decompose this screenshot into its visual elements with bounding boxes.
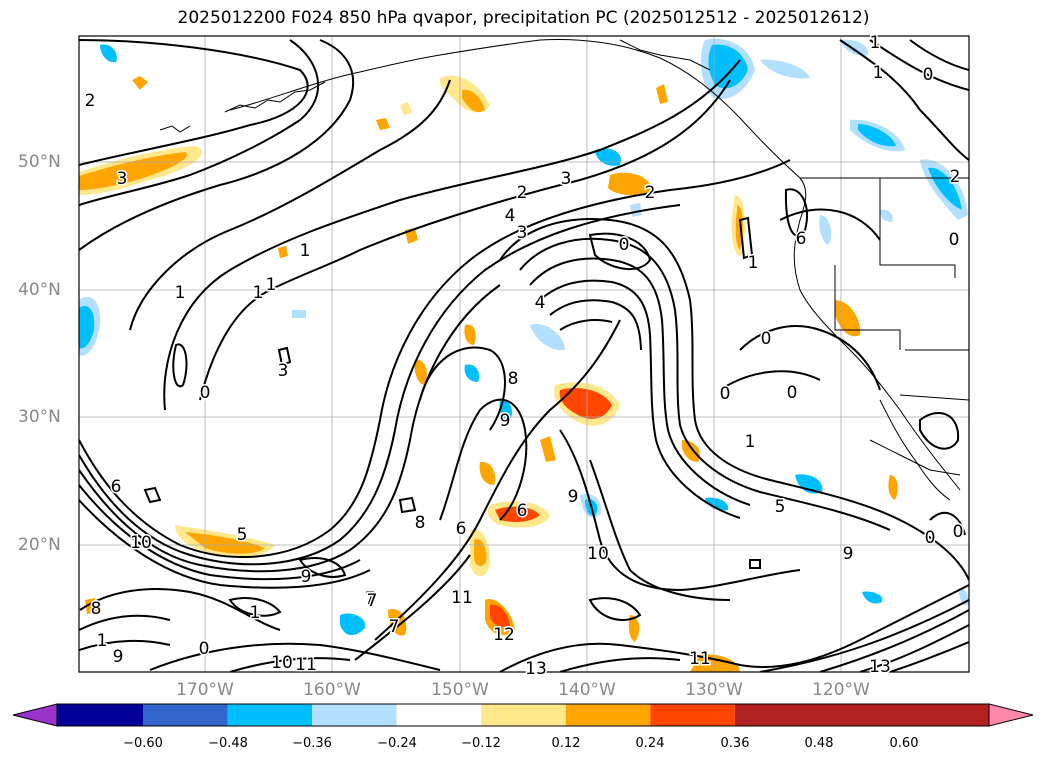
contour-label: 9	[301, 567, 312, 587]
qvapor-contours	[79, 39, 969, 672]
colorbar-tick-label: 0.36	[720, 736, 750, 751]
colorbar-segment	[143, 704, 228, 726]
colorbar-segment	[734, 704, 989, 726]
contour-label: 2	[85, 91, 96, 111]
contour-label: 0	[925, 528, 936, 548]
contour-label: 2	[950, 167, 961, 187]
colorbar-tick-label: 0.24	[635, 736, 665, 751]
contour-label: 10	[587, 544, 609, 564]
contour-label: 3	[117, 169, 128, 189]
contour-label: 0	[720, 384, 731, 404]
contour-label: 6	[456, 519, 467, 539]
contour-label: 4	[505, 206, 516, 226]
contour-label: 6	[517, 501, 528, 521]
contour-label: 10	[271, 653, 293, 673]
contour-label: 2	[517, 183, 528, 203]
map-title: 2025012200 F024 850 hPa qvapor, precipit…	[177, 8, 870, 28]
colorbar-segment	[565, 704, 651, 726]
colorbar-tick-label: −0.12	[461, 736, 501, 751]
colorbar-extend-high	[988, 703, 1034, 727]
colorbar-segment	[312, 704, 397, 726]
colorbar-outline	[56, 703, 990, 727]
lon-label-170w: 170°W	[176, 680, 234, 700]
colorbar-tick-label: 0.48	[804, 736, 834, 751]
contour-label: 3	[517, 223, 528, 243]
lat-label-50n: 50°N	[18, 152, 61, 172]
contour-label: 11	[689, 649, 711, 669]
colorbar	[12, 703, 1034, 727]
contour-label: 5	[237, 525, 248, 545]
contour-label: 1	[250, 603, 261, 623]
contour-label: 13	[525, 659, 547, 679]
contour-label: 1	[97, 631, 108, 651]
lon-label-120w: 120°W	[812, 680, 870, 700]
contour-label: 6	[111, 477, 122, 497]
contour-label: 9	[500, 411, 511, 431]
lat-label-20n: 20°N	[18, 535, 61, 555]
contour-label: 4	[535, 293, 546, 313]
contour-label: 8	[508, 369, 519, 389]
contour-label: 8	[415, 513, 426, 533]
coastlines	[159, 39, 969, 501]
map-background	[79, 36, 969, 672]
colorbar-tick-label: −0.36	[292, 736, 332, 751]
colorbar-tick-label: −0.48	[208, 736, 248, 751]
colorbar-segment	[227, 704, 313, 726]
contour-label: 9	[843, 544, 854, 564]
contour-label: 1	[873, 63, 884, 83]
contour-label: 11	[295, 655, 317, 675]
contour-label: 7	[365, 589, 376, 609]
contour-label: 13	[869, 657, 891, 677]
lon-label-140w: 140°W	[558, 680, 616, 700]
contour-label: 1	[253, 283, 264, 303]
contour-label: 12	[493, 625, 515, 645]
lon-label-160w: 160°W	[303, 680, 361, 700]
contour-label: 0	[787, 383, 798, 403]
lon-label-150w: 150°W	[431, 680, 489, 700]
contour-label: 1	[175, 283, 186, 303]
contour-label: 0	[953, 522, 964, 542]
contour-label: 8	[91, 599, 102, 619]
contour-label: 1	[266, 275, 277, 295]
lon-label-130w: 130°W	[685, 680, 743, 700]
contour-label: 0	[761, 329, 772, 349]
colorbar-tick-label: 0.12	[551, 736, 581, 751]
contour-label: 0	[949, 230, 960, 250]
colorbar-extend-low	[12, 703, 58, 727]
contour-label: 1	[748, 253, 759, 273]
contour-label: 9	[568, 487, 579, 507]
contour-label: 6	[796, 229, 807, 249]
colorbar-segment	[481, 704, 566, 726]
contour-label: 1	[870, 33, 881, 53]
contour-label: 1	[745, 432, 756, 452]
contour-label: 3	[561, 169, 572, 189]
contour-label: 0	[199, 639, 210, 659]
contour-label: 10	[130, 533, 152, 553]
colorbar-tick-label: −0.24	[377, 736, 417, 751]
contour-label: 3	[278, 361, 289, 381]
contour-label: 1	[300, 241, 311, 261]
contour-label: 0	[619, 235, 630, 255]
map-frame	[78, 35, 970, 673]
colorbar-segment	[396, 704, 482, 726]
contour-label: 7	[389, 617, 400, 637]
contour-label: 5	[775, 497, 786, 517]
contour-label: 0	[200, 383, 211, 403]
contour-label: 7	[367, 591, 378, 611]
colorbar-segment	[57, 704, 143, 726]
lat-label-30n: 30°N	[18, 407, 61, 427]
contour-label: 11	[451, 588, 473, 608]
contour-label: 2	[645, 183, 656, 203]
colorbar-tick-label: 0.60	[889, 736, 919, 751]
contour-label: 0	[923, 65, 934, 85]
colorbar-segment	[650, 704, 735, 726]
graticule	[79, 36, 969, 672]
colorbar-tick-label: −0.60	[123, 736, 163, 751]
contour-label: 9	[113, 647, 124, 667]
lat-label-40n: 40°N	[18, 280, 61, 300]
